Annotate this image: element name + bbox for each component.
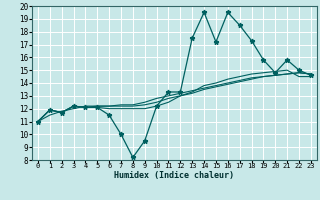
X-axis label: Humidex (Indice chaleur): Humidex (Indice chaleur) [115,171,234,180]
